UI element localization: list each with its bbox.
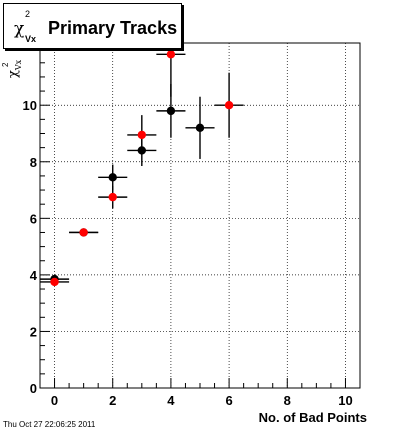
y-tick-label: 0: [30, 381, 37, 396]
svg-text:χVx: χVx: [6, 59, 23, 78]
axis-ticks: [40, 48, 346, 389]
title-chi: χ: [14, 19, 24, 39]
footer-timestamp: Thu Oct 27 22:06:25 2011: [3, 420, 96, 429]
x-axis-label: No. of Bad Points: [259, 410, 367, 425]
data-point: [108, 173, 117, 182]
data-points: [40, 43, 244, 287]
plot-frame: [39, 42, 361, 389]
data-point: [137, 130, 147, 140]
y-axis-label-sup: 2: [1, 62, 10, 67]
y-tick-label: 8: [30, 155, 37, 170]
data-point: [79, 228, 88, 237]
x-tick-label: 4: [167, 393, 175, 408]
y-axis-label: χVx 2: [1, 59, 23, 78]
series-0: [40, 84, 215, 284]
x-tick-label: 2: [109, 393, 116, 408]
axis-tick-labels: 0 2 4 6 8 10 0 2 4 6 8 10: [23, 98, 353, 408]
y-tick-label: 4: [30, 268, 38, 283]
y-tick-label: 6: [30, 211, 37, 226]
x-tick-label: 6: [225, 393, 232, 408]
x-tick-label: 0: [51, 393, 58, 408]
series-1: [40, 43, 244, 287]
data-point: [166, 106, 176, 116]
x-tick-label: 10: [338, 393, 352, 408]
data-point: [224, 101, 234, 110]
title-sub: Vx: [25, 34, 36, 44]
y-axis-label-sub: Vx: [14, 59, 23, 71]
chart-title: Primary Tracks: [48, 18, 177, 38]
data-point: [108, 192, 117, 202]
data-point: [50, 277, 59, 287]
y-axis-label-symbol: χ: [6, 70, 21, 78]
y-tick-label: 2: [30, 324, 37, 339]
title-box: χ 2 Vx Primary Tracks: [3, 3, 182, 49]
grid-lines: [40, 43, 360, 388]
title-sup: 2: [25, 9, 30, 19]
data-point: [195, 123, 205, 133]
y-tick-label: 10: [23, 98, 37, 113]
x-tick-label: 8: [284, 393, 291, 408]
data-point: [166, 50, 176, 59]
